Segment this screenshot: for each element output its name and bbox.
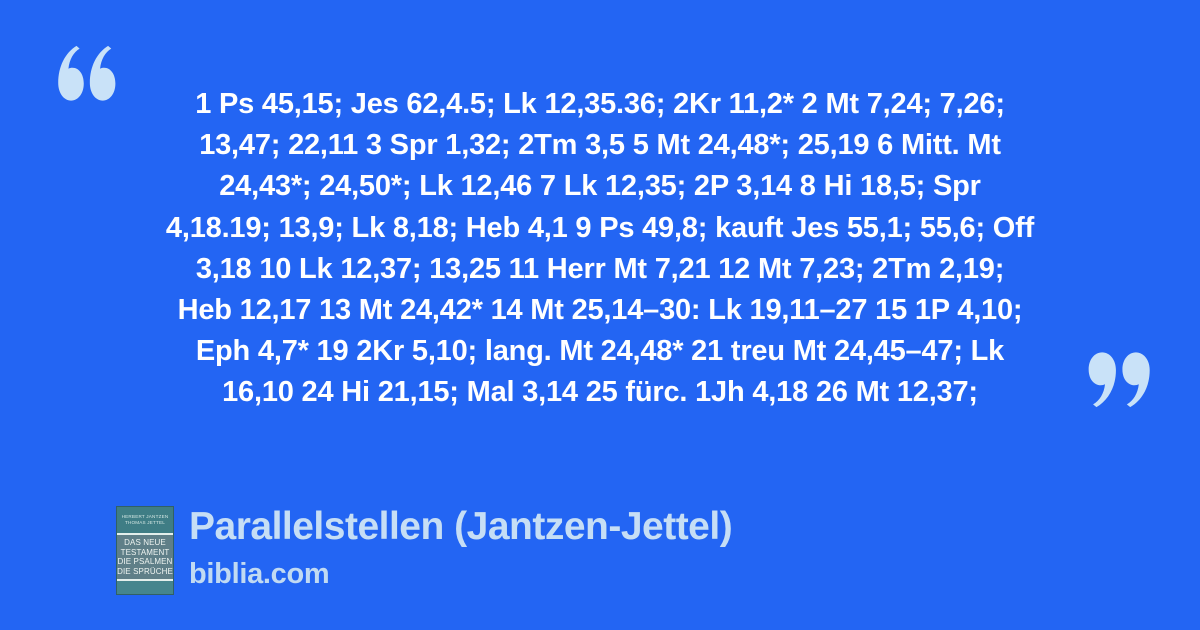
book-cover-authors: HERBERT JANTZEN THOMAS JETTEL	[117, 507, 173, 533]
book-cover-bottom-band	[117, 581, 173, 594]
book-cover-title: DAS NEUE TESTAMENT DIE PSALMEN DIE SPRÜC…	[117, 535, 173, 579]
book-cover-separator-top	[117, 533, 173, 535]
book-cover-separator-bottom	[117, 579, 173, 581]
open-quote-icon	[57, 45, 116, 101]
book-cover-thumbnail: HERBERT JANTZEN THOMAS JETTEL DAS NEUE T…	[116, 506, 174, 595]
close-quote-icon	[1088, 352, 1151, 408]
resource-title: Parallelstellen (Jantzen-Jettel)	[189, 505, 733, 548]
site-name: biblia.com	[189, 558, 330, 590]
quote-text: 1 Ps 45,15; Jes 62,4.5; Lk 12,35.36; 2Kr…	[165, 88, 1035, 409]
